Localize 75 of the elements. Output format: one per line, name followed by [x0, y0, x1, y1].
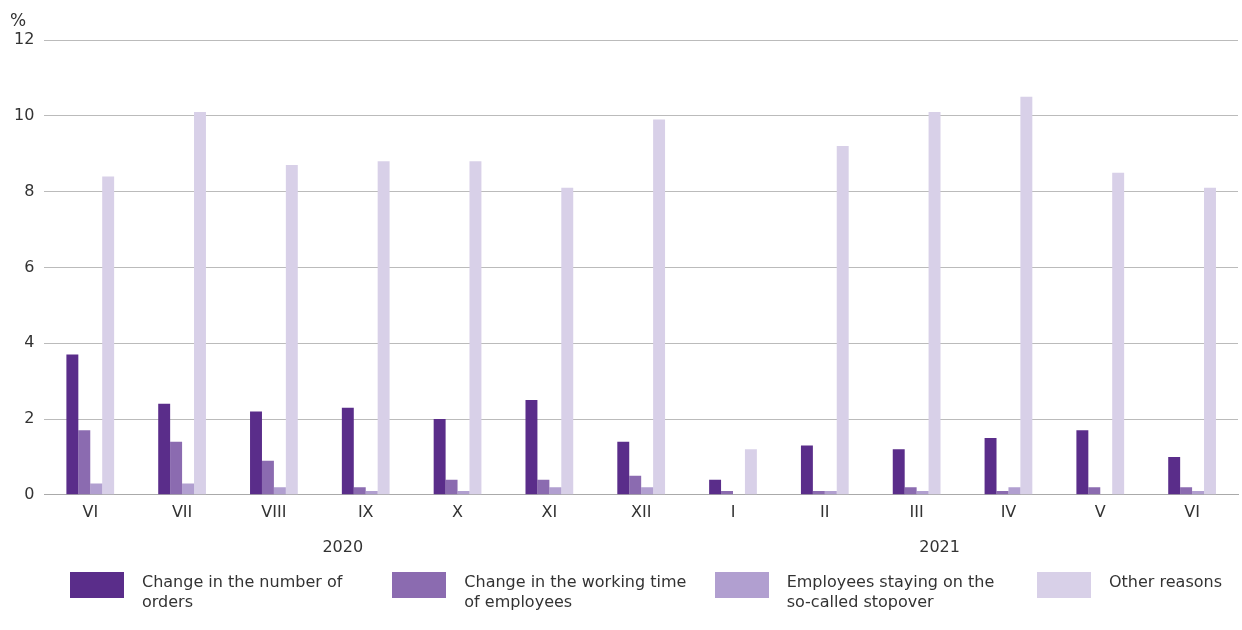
bar: [261, 460, 274, 495]
bar: [250, 411, 262, 495]
y-tick-label: 12: [14, 29, 35, 49]
bar: [561, 187, 574, 495]
bar: [365, 491, 378, 495]
bar: [1112, 172, 1125, 495]
bar: [641, 487, 654, 495]
bar: [525, 400, 538, 495]
x-tick-label: IV: [1000, 501, 1017, 521]
bar: [549, 487, 562, 495]
bar: [1192, 491, 1205, 495]
bar: [1204, 187, 1216, 495]
bar: [800, 445, 813, 495]
y-tick-label: 4: [24, 332, 35, 352]
bar: [78, 430, 91, 495]
bar: [1020, 96, 1033, 495]
bar: [744, 449, 757, 495]
bar: [721, 491, 733, 495]
bar: [90, 483, 103, 495]
bar: [1008, 487, 1021, 495]
y-tick-label: 10: [14, 104, 35, 124]
bar: [170, 441, 183, 495]
bar: [1076, 430, 1089, 495]
bar: [617, 441, 630, 495]
bar: [353, 487, 366, 495]
legend-label: Change in the number of orders: [142, 572, 344, 612]
bar: [377, 161, 390, 495]
bar: [812, 491, 825, 495]
x-tick-label: XII: [630, 501, 652, 521]
bar: [653, 119, 666, 495]
bar: [102, 176, 115, 495]
legend-label: Employees staying on the so-called stopover: [786, 572, 996, 612]
legend-label: Change in the working time of employees: [464, 572, 688, 612]
legend-label: Other reasons: [1108, 572, 1222, 592]
x-tick-label: I: [730, 501, 736, 521]
x-tick-label: V: [1094, 501, 1106, 521]
y-axis-title: %: [10, 10, 27, 31]
x-tick-label: VI: [1184, 501, 1200, 521]
bar: [194, 112, 206, 495]
x-tick-label: VII: [171, 501, 193, 521]
bar: [916, 491, 929, 495]
y-tick-label: 6: [24, 256, 35, 276]
text: 2021: [919, 536, 960, 556]
bar: [285, 165, 298, 495]
x-tick-label: X: [452, 501, 464, 521]
bar: [1088, 487, 1101, 495]
bar: [892, 449, 905, 495]
x-tick-label: XI: [541, 501, 558, 521]
bar: [445, 479, 458, 495]
bar: [836, 146, 849, 495]
bar: [709, 479, 722, 495]
bar: [433, 419, 446, 495]
bar: [273, 487, 286, 495]
bar: [158, 403, 171, 495]
y-tick-label: 0: [24, 483, 35, 503]
bar: [928, 112, 941, 495]
x-tick-label: IX: [357, 501, 374, 521]
y-tick-label: 8: [24, 180, 35, 200]
bar: [904, 487, 917, 495]
x-tick-label: II: [820, 501, 830, 521]
bar: [66, 354, 79, 495]
bar: [1180, 487, 1193, 495]
bar: [984, 437, 997, 495]
x-tick-label: III: [909, 501, 924, 521]
y-tick-label: 2: [24, 408, 35, 428]
bar: [537, 479, 550, 495]
bar: [469, 161, 482, 495]
bar: [182, 483, 195, 495]
bar: [1168, 456, 1181, 495]
x-tick-label: VI: [82, 501, 99, 521]
x-tick-label: VIII: [261, 501, 287, 521]
text: 2020: [322, 536, 364, 556]
bar: [341, 407, 354, 495]
bar: [629, 475, 642, 495]
bar: [824, 491, 837, 495]
